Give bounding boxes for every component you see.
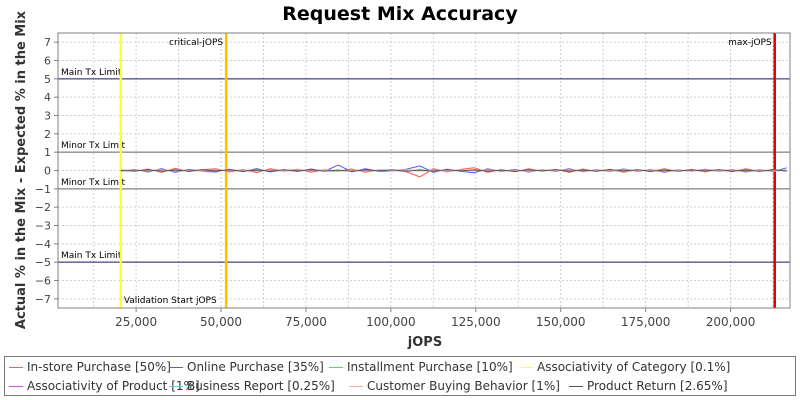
- x-tick-label: 150,000: [536, 315, 586, 329]
- y-tick-label: 2: [44, 128, 51, 141]
- series-line-7: [120, 169, 787, 172]
- legend-swatch: [519, 366, 533, 368]
- legend-swatch: [349, 385, 363, 387]
- x-tick-label: 50,000: [200, 315, 242, 329]
- legend-item: In-store Purchase [50%]: [9, 358, 171, 376]
- legend-label: Business Report [0.25%]: [187, 379, 335, 393]
- y-tick-label: −5: [35, 256, 51, 269]
- y-tick-label: −7: [35, 293, 51, 306]
- chart-svg: Request Mix Accuracy Actual % in the Mix…: [14, 3, 791, 350]
- chart-title: Request Mix Accuracy: [282, 3, 518, 25]
- marker-line-label: max-jOPS: [728, 38, 772, 48]
- legend-item: Product Return [2.65%]: [569, 377, 728, 395]
- limit-line-label: Minor Tx Limit: [61, 178, 126, 188]
- marker-line-label: critical-jOPS: [169, 38, 223, 48]
- legend-label: Product Return [2.65%]: [587, 379, 728, 393]
- marker-line-label: Validation Start jOPS: [124, 296, 217, 306]
- legend-label: In-store Purchase [50%]: [27, 360, 171, 374]
- y-tick-label: 6: [44, 55, 51, 68]
- legend-item: Online Purchase [35%]: [169, 358, 324, 376]
- legend-swatch: [169, 366, 183, 368]
- legend-item: Installment Purchase [10%]: [329, 358, 513, 376]
- legend-label: Installment Purchase [10%]: [347, 360, 513, 374]
- legend-item: Associativity of Category [0.1%]: [519, 358, 730, 376]
- legend-swatch: [9, 366, 23, 368]
- y-tick-label: −3: [35, 220, 51, 233]
- legend-label: Associativity of Category [0.1%]: [537, 360, 731, 374]
- y-axis-label: Actual % in the Mix - Expected % in the …: [14, 10, 29, 329]
- y-tick-label: 1: [44, 146, 51, 159]
- y-tick-label: 7: [44, 36, 51, 49]
- legend-item: Customer Buying Behavior [1%]: [349, 377, 560, 395]
- chart-legend: In-store Purchase [50%] Online Purchase […: [4, 356, 796, 396]
- y-tick-label: −2: [35, 201, 51, 214]
- legend-label: Customer Buying Behavior [1%]: [367, 379, 560, 393]
- x-tick-label: 75,000: [285, 315, 327, 329]
- legend-item: Associativity of Product [1%]: [9, 377, 200, 395]
- legend-label: Online Purchase [35%]: [187, 360, 324, 374]
- y-tick-label: 5: [44, 73, 51, 86]
- y-tick-label: −6: [35, 275, 51, 288]
- x-tick-label: 125,000: [451, 315, 501, 329]
- legend-swatch: [569, 385, 583, 387]
- x-tick-label: 100,000: [366, 315, 416, 329]
- legend-swatch: [9, 385, 23, 387]
- y-tick-label: 0: [44, 165, 51, 178]
- x-tick-label: 175,000: [621, 315, 671, 329]
- x-tick-label: 25,000: [115, 315, 157, 329]
- legend-label: Associativity of Product [1%]: [27, 379, 200, 393]
- limit-line-label: Minor Tx Limit: [61, 141, 126, 151]
- y-tick-label: 3: [44, 110, 51, 123]
- limit-line-label: Main Tx Limit: [61, 68, 122, 78]
- legend-swatch: [329, 366, 343, 368]
- plot-area: Main Tx Limit Minor Tx Limit Minor Tx Limi…: [35, 32, 791, 329]
- x-axis-label: jOPS: [407, 335, 442, 350]
- limit-line-label: Main Tx Limit: [61, 251, 122, 261]
- legend-swatch: [169, 385, 183, 387]
- y-tick-label: −4: [35, 238, 51, 251]
- x-tick-label: 200,000: [706, 315, 756, 329]
- legend-item: Business Report [0.25%]: [169, 377, 335, 395]
- y-tick-label: −1: [35, 183, 51, 196]
- y-tick-label: 4: [44, 91, 51, 104]
